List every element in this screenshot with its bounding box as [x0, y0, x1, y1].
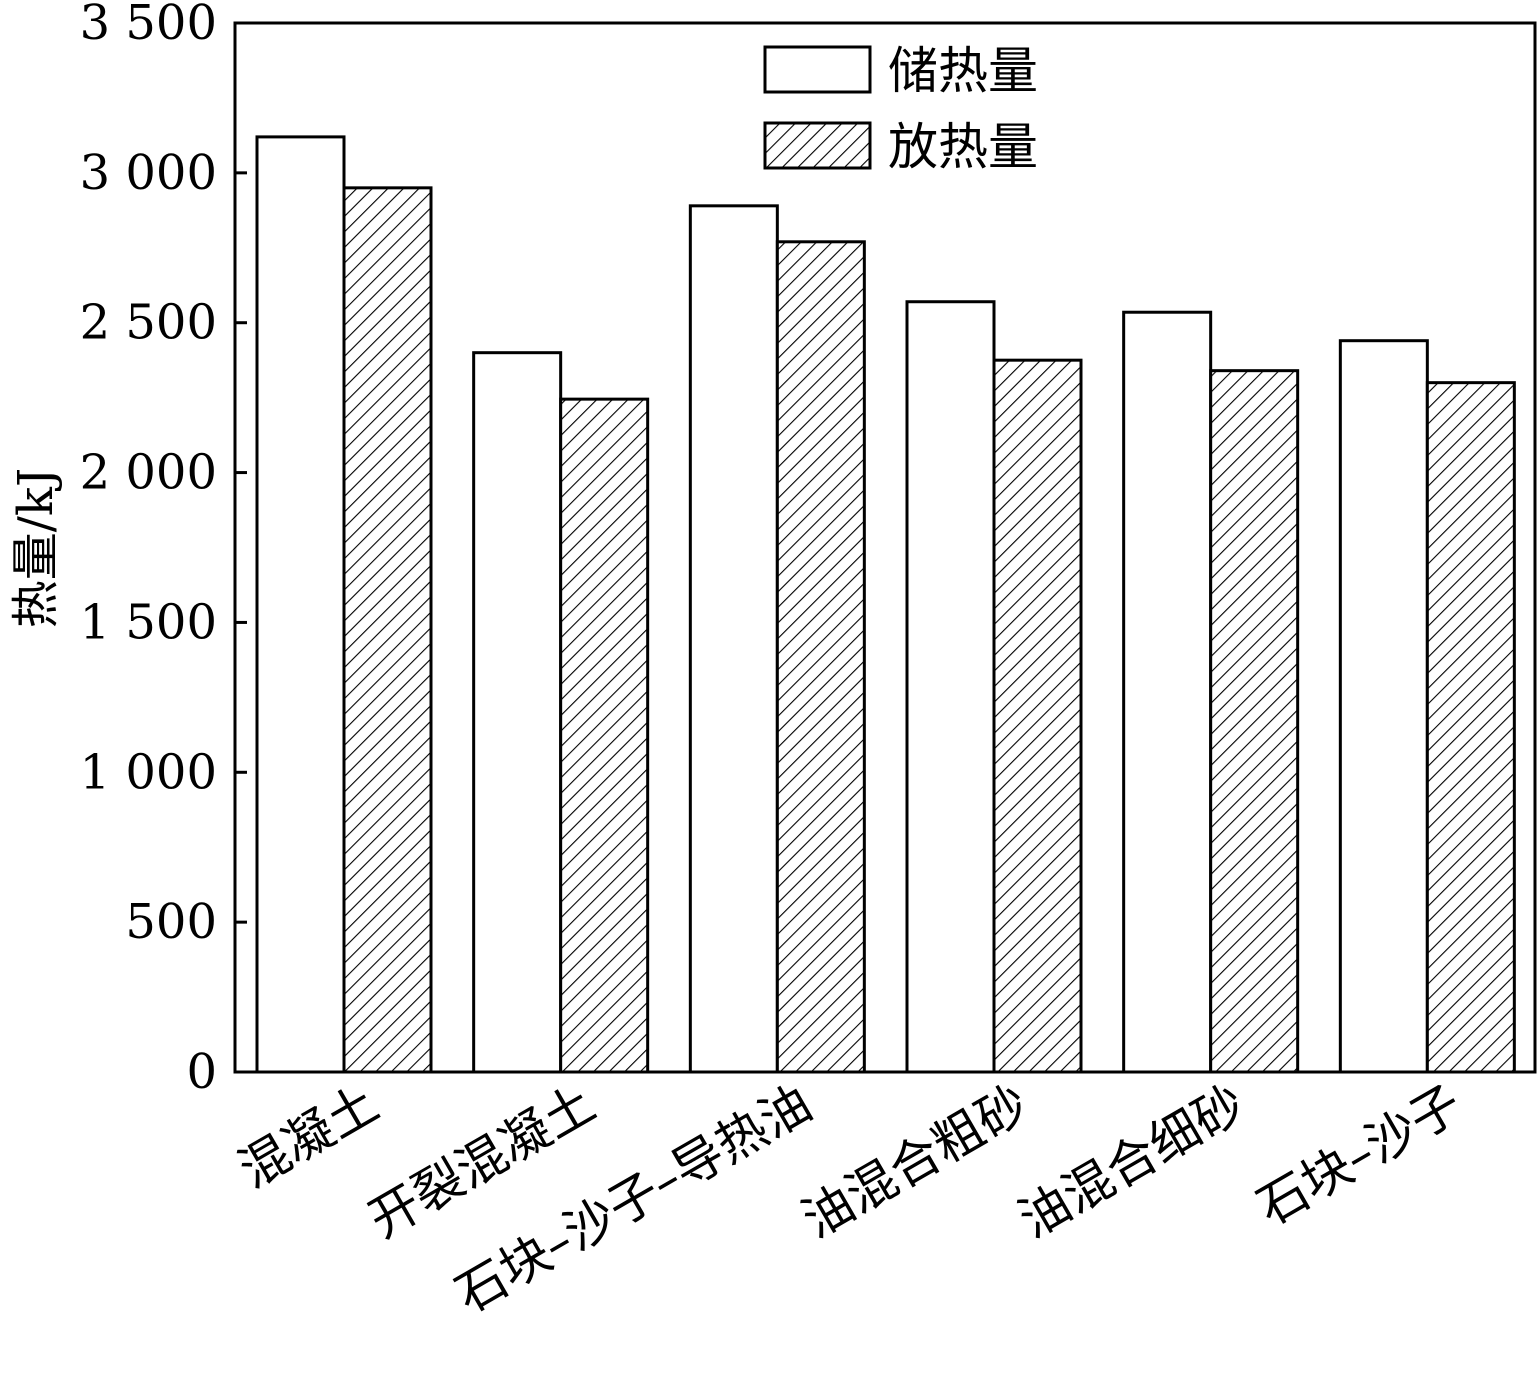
legend-label: 储热量 — [888, 42, 1038, 100]
bar-release-3 — [992, 358, 1083, 1074]
x-tick-label: 石块–沙子 — [1247, 1074, 1471, 1237]
bar-release-5 — [1425, 381, 1516, 1074]
legend-label: 放热量 — [888, 118, 1038, 176]
bar-storage-5 — [1338, 339, 1429, 1074]
bars-layer — [255, 135, 1516, 1074]
y-axis: 0 500 1 000 1 500 2 000 2 500 3 000 3 500 — [80, 0, 247, 1100]
bar-storage-1 — [472, 351, 563, 1074]
x-tick-label: 混凝土 — [229, 1074, 388, 1199]
y-tick-label: 3 500 — [80, 0, 217, 51]
bar-release-2 — [775, 240, 866, 1074]
y-tick-label: 2 500 — [80, 295, 217, 351]
bar-release-4 — [1209, 369, 1300, 1074]
y-tick-label: 2 000 — [80, 445, 217, 501]
y-tick-label: 1 000 — [80, 744, 217, 800]
x-tick-label: 石块–沙子–导热油 — [446, 1074, 821, 1324]
bar-release-0 — [342, 186, 433, 1074]
bar-storage-2 — [688, 204, 779, 1074]
y-tick-label: 0 — [186, 1044, 217, 1100]
y-tick-label: 500 — [125, 894, 217, 950]
bar-storage-4 — [1122, 310, 1213, 1074]
legend-swatch — [763, 45, 872, 94]
bar-storage-0 — [255, 135, 346, 1074]
y-tick-label: 1 500 — [80, 594, 217, 650]
x-tick-label: 油混合粗砂 — [792, 1074, 1038, 1249]
bar-storage-3 — [905, 300, 996, 1074]
y-axis-title: 热量/kJ — [8, 468, 64, 629]
x-tick-label: 油混合细砂 — [1009, 1074, 1255, 1249]
bar-release-1 — [559, 397, 650, 1074]
y-tick-label: 3 000 — [80, 145, 217, 201]
legend-swatch — [763, 121, 872, 170]
plot-frame — [233, 21, 1537, 1074]
